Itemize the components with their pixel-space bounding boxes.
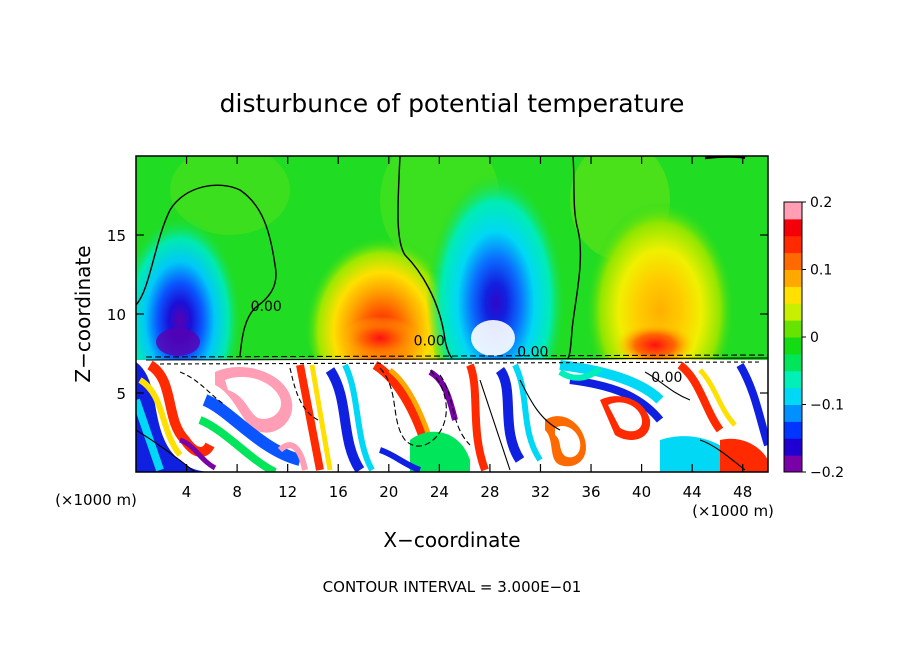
y-tick-label: 10 [107,306,126,324]
x-tick-label: 48 [733,483,752,501]
y-axis-label: Z−coordinate [71,245,95,382]
colorbar-segment [784,252,802,270]
y-axis: 5 10 15 [107,227,768,403]
y-tick-label: 5 [116,385,126,403]
x-tick-label: 4 [182,483,192,501]
colorbar-segment [784,269,802,287]
colorbar-segment [784,320,802,338]
colorbar-segment [784,421,802,439]
x-tick-label: 12 [278,483,297,501]
x-unit-right: (×1000 m) [692,502,774,520]
colorbar-segment [784,202,802,220]
colorbar-segment [784,404,802,422]
colorbar-segment [784,235,802,254]
anomaly-cold-mid [426,160,566,420]
x-tick-label: 40 [632,483,651,501]
colorbar-segment [784,438,802,456]
colorbar: 0.2 0.1 0 −0.1 −0.2 [783,195,844,481]
contour-label: 0.00 [517,345,548,361]
colorbar-segment [784,370,802,389]
colorbar-segment [784,337,802,355]
colorbar-segment [784,353,802,372]
colorbar-label: −0.2 [810,465,844,481]
colorbar-segment [784,387,802,405]
x-tick-label: 16 [329,483,348,501]
colorbar-segment [784,218,802,237]
contour-label: 0.00 [414,334,445,350]
contour-label: 0.00 [251,299,282,315]
contour-label: 0.00 [651,370,682,386]
x-tick-label: 44 [683,483,702,501]
interface-contours [136,354,768,472]
colorbar-label: 0.2 [810,195,832,211]
x-tick-label: 24 [430,483,449,501]
chart-title: disturbunce of potential temperature [220,89,685,118]
x-tick-label: 28 [480,483,499,501]
x-tick-label: 32 [531,483,550,501]
colorbar-label: 0 [810,330,819,346]
colorbar-segment [784,286,802,304]
colorbar-label: −0.1 [810,398,844,414]
colorbar-segment [784,455,802,473]
y-tick-label: 15 [107,227,126,245]
x-tick-label: 36 [581,483,600,501]
x-unit-left: (×1000 m) [55,491,137,509]
contour-interval: CONTOUR INTERVAL = 3.000E−01 [323,578,582,596]
x-tick-label: 20 [379,483,398,501]
x-axis-label: X−coordinate [383,528,520,552]
colorbar-label: 0.1 [810,263,832,279]
plot-area: 0.00 0.00 0.00 0.00 [136,156,768,472]
x-tick-label: 8 [232,483,242,501]
lower-turbulent-field [136,360,768,472]
x-axis: 4 8 12 16 20 24 28 32 36 40 44 48 [182,156,752,501]
colorbar-segment [784,303,802,321]
